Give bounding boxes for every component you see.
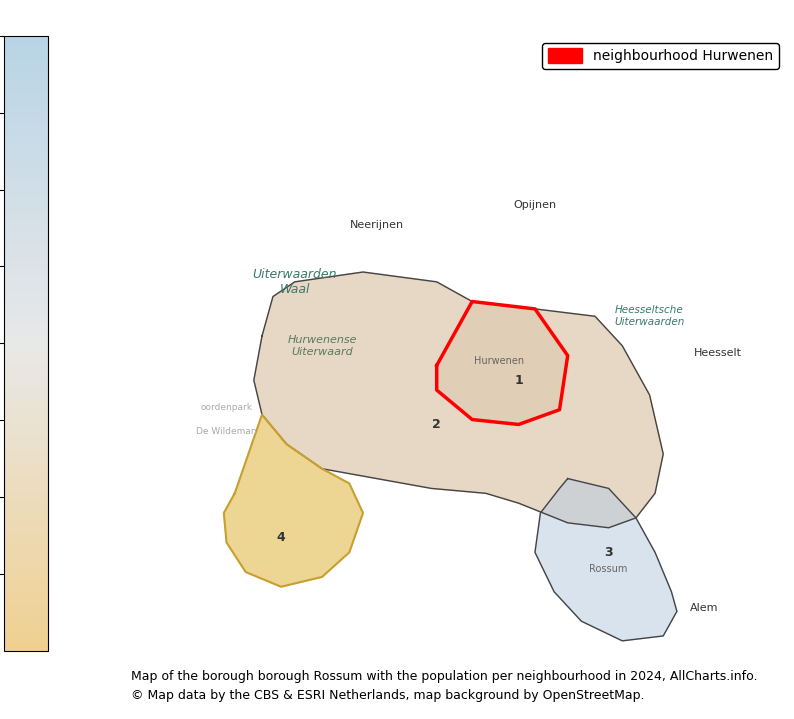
- Text: 4: 4: [277, 531, 286, 544]
- Text: Rossum: Rossum: [589, 564, 628, 574]
- Text: 2: 2: [432, 418, 441, 431]
- Text: Hurwenen: Hurwenen: [474, 355, 525, 365]
- Text: Uiterwaarden
Waal: Uiterwaarden Waal: [252, 268, 337, 296]
- Text: Alem: Alem: [690, 603, 719, 613]
- Text: Opijnen: Opijnen: [514, 200, 557, 210]
- Text: 1: 1: [515, 374, 523, 387]
- Text: Heesseltsche
Uiterwaarden: Heesseltsche Uiterwaarden: [615, 306, 684, 327]
- Text: Map of the borough borough Rossum with the population per neighbourhood in 2024,: Map of the borough borough Rossum with t…: [131, 670, 757, 683]
- Polygon shape: [437, 301, 568, 424]
- Text: 3: 3: [604, 546, 613, 559]
- Text: Neerijnen: Neerijnen: [349, 220, 403, 230]
- Legend: neighbourhood Hurwenen: neighbourhood Hurwenen: [542, 43, 779, 69]
- Polygon shape: [224, 415, 363, 587]
- Text: oordenpark: oordenpark: [201, 403, 252, 412]
- Polygon shape: [254, 272, 663, 528]
- Text: © Map data by the CBS & ESRI Netherlands, map background by OpenStreetMap.: © Map data by the CBS & ESRI Netherlands…: [131, 689, 645, 702]
- Text: Hurwenense
Uiterwaard: Hurwenense Uiterwaard: [287, 335, 357, 357]
- Text: Heesselt: Heesselt: [694, 347, 742, 357]
- Polygon shape: [535, 479, 677, 641]
- Text: De Wildeman: De Wildeman: [196, 427, 256, 436]
